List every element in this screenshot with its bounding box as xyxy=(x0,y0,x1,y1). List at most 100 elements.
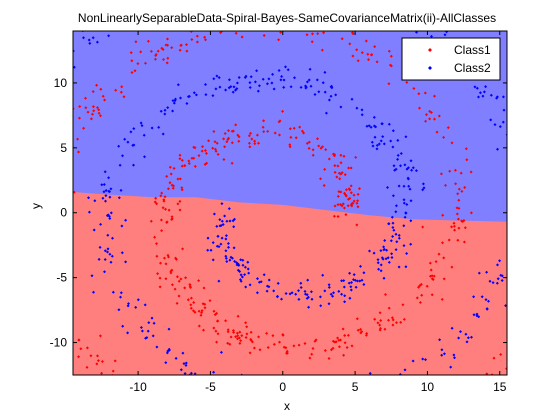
data-point xyxy=(391,194,395,198)
data-point xyxy=(64,296,67,299)
data-point xyxy=(56,60,59,63)
data-point xyxy=(343,300,347,304)
x-axis-label: x xyxy=(284,399,290,413)
data-point xyxy=(195,34,199,38)
data-point xyxy=(54,368,57,371)
data-point xyxy=(535,69,538,72)
data-point xyxy=(243,391,246,394)
data-point xyxy=(62,160,65,163)
data-point xyxy=(87,196,90,200)
data-point xyxy=(421,182,425,186)
data-point xyxy=(178,199,182,203)
data-point xyxy=(459,171,463,175)
data-point xyxy=(492,356,496,360)
data-point xyxy=(396,157,400,161)
data-point xyxy=(78,105,82,108)
data-point xyxy=(352,278,355,282)
data-point xyxy=(62,320,65,323)
data-point xyxy=(215,74,219,78)
data-point xyxy=(466,336,470,340)
data-point xyxy=(111,290,115,294)
data-point xyxy=(512,163,515,166)
data-point xyxy=(212,309,216,313)
data-point xyxy=(424,358,427,362)
data-point xyxy=(244,321,248,325)
data-point xyxy=(134,305,138,309)
data-point xyxy=(489,93,493,97)
data-point xyxy=(544,309,547,312)
data-point xyxy=(23,102,26,105)
x-tick-label: 0 xyxy=(279,380,286,394)
data-point xyxy=(212,326,216,330)
data-point xyxy=(521,45,524,48)
data-point xyxy=(402,201,406,205)
data-point xyxy=(325,403,328,406)
data-point xyxy=(96,359,100,363)
data-point xyxy=(519,198,522,201)
data-point xyxy=(410,168,414,172)
data-point xyxy=(475,312,479,316)
data-point xyxy=(159,218,163,222)
data-point xyxy=(342,154,346,158)
data-point xyxy=(27,215,30,218)
data-point xyxy=(129,130,133,134)
data-point xyxy=(39,97,42,100)
data-point xyxy=(409,219,413,223)
data-point xyxy=(184,363,188,367)
data-point xyxy=(518,263,521,266)
data-point xyxy=(485,372,489,375)
data-point xyxy=(348,188,352,192)
data-point xyxy=(22,334,25,337)
data-point xyxy=(159,261,162,265)
data-point xyxy=(52,212,55,215)
data-point xyxy=(178,177,182,181)
data-point xyxy=(46,247,49,250)
data-point xyxy=(225,260,229,263)
data-point xyxy=(12,124,15,127)
data-point xyxy=(450,399,453,402)
data-point xyxy=(309,290,313,294)
data-point xyxy=(119,291,123,295)
data-point xyxy=(356,205,360,209)
data-point xyxy=(409,159,413,163)
data-point xyxy=(64,164,67,167)
data-point xyxy=(84,106,88,110)
data-point xyxy=(166,56,170,60)
data-point xyxy=(379,139,383,143)
data-point xyxy=(177,415,180,418)
data-point xyxy=(379,326,382,330)
data-point xyxy=(510,153,513,156)
data-point xyxy=(498,19,501,22)
data-point xyxy=(391,129,395,133)
data-point xyxy=(214,149,218,153)
data-point xyxy=(518,332,521,335)
data-point xyxy=(484,298,488,302)
data-point xyxy=(387,318,390,322)
data-point xyxy=(404,265,408,269)
data-point xyxy=(155,202,159,206)
legend: Class1 Class2 xyxy=(401,37,501,81)
data-point xyxy=(514,274,517,277)
data-point xyxy=(440,297,444,301)
data-point xyxy=(215,311,219,315)
data-point xyxy=(177,294,181,298)
data-point xyxy=(107,214,111,218)
data-point xyxy=(399,152,403,155)
data-point xyxy=(377,142,381,146)
data-point xyxy=(0,41,1,44)
data-point xyxy=(73,65,76,69)
data-point xyxy=(215,224,219,228)
data-point xyxy=(370,53,374,57)
data-point xyxy=(405,203,409,206)
data-point xyxy=(422,186,426,190)
data-point xyxy=(275,295,279,299)
data-point xyxy=(98,334,102,338)
data-point xyxy=(390,252,394,256)
data-point xyxy=(384,293,387,296)
data-point xyxy=(311,32,314,36)
data-point xyxy=(402,244,406,248)
data-point xyxy=(40,356,43,359)
data-point xyxy=(232,330,236,334)
